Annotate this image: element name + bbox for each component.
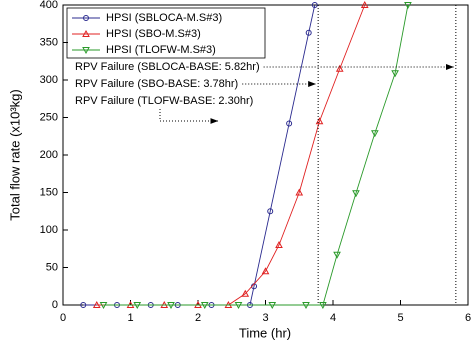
point [404, 2, 412, 10]
point [319, 302, 327, 310]
point [267, 208, 274, 215]
point [335, 64, 344, 72]
x-tick-label: 1 [127, 312, 133, 324]
x-tick-label: 6 [465, 312, 471, 324]
point [305, 29, 312, 36]
point [92, 300, 101, 308]
point [352, 190, 360, 198]
y-tick-label: 100 [40, 224, 58, 236]
point [167, 302, 175, 310]
x-tick-label: 3 [262, 312, 268, 324]
y-tick-label: 400 [40, 0, 58, 11]
point [295, 188, 304, 196]
x-tick-label: 5 [397, 312, 403, 324]
y-axis-label: Total flow rate (x10³kg) [7, 89, 22, 221]
x-axis-label: Time (hr) [239, 325, 291, 340]
point [333, 251, 341, 259]
point [391, 70, 399, 78]
x-tick-label: 2 [195, 312, 201, 324]
y-tick-label: 350 [40, 36, 58, 48]
point [99, 302, 108, 310]
point [315, 117, 324, 125]
point [286, 120, 293, 127]
annotation: RPV Failure (SBLOCA-BASE: 5.82hr) [75, 61, 260, 73]
point [275, 240, 283, 248]
legend-label: HPSI (SBLOCA-M.S#3) [106, 12, 222, 24]
point [360, 0, 369, 8]
point [82, 29, 90, 37]
point [234, 302, 243, 310]
point [200, 302, 209, 310]
annotation: RPV Failure (SBO-BASE: 3.78hr) [75, 78, 238, 90]
point [83, 15, 89, 21]
point [133, 302, 142, 310]
y-tick-label: 200 [40, 149, 58, 161]
annotation: RPV Failure (TLOFW-BASE: 2.30hr) [75, 95, 253, 107]
legend-label: HPSI (SBO-M.S#3) [106, 28, 201, 40]
point [261, 267, 270, 275]
point [241, 289, 250, 297]
point [302, 302, 310, 310]
x-tick-label: 0 [60, 312, 66, 324]
annotation-arrow [159, 109, 219, 124]
point [311, 2, 318, 8]
point [82, 47, 90, 55]
y-tick-label: 300 [40, 74, 58, 86]
legend-label: HPSI (TLOFW-M.S#3) [106, 44, 216, 56]
y-tick-label: 50 [46, 261, 58, 273]
series-line [103, 4, 409, 306]
y-tick-label: 250 [40, 111, 58, 123]
point [371, 130, 379, 138]
y-tick-label: 0 [52, 299, 58, 311]
x-tick-label: 4 [330, 312, 336, 324]
point [268, 302, 277, 310]
point [80, 302, 87, 308]
y-tick-label: 150 [40, 186, 58, 198]
